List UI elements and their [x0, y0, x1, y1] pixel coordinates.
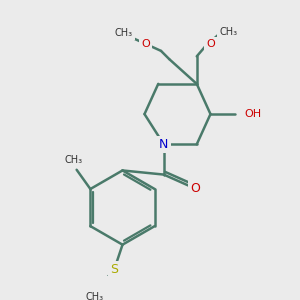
Text: OH: OH	[245, 109, 262, 119]
Text: S: S	[110, 263, 118, 276]
Text: O: O	[190, 182, 200, 195]
Text: O: O	[142, 39, 150, 49]
Text: CH₃: CH₃	[86, 292, 104, 300]
Text: CH₃: CH₃	[115, 28, 133, 38]
Text: CH₃: CH₃	[65, 155, 83, 165]
Text: O: O	[206, 39, 215, 49]
Text: CH₃: CH₃	[219, 27, 237, 37]
Text: N: N	[159, 138, 168, 151]
